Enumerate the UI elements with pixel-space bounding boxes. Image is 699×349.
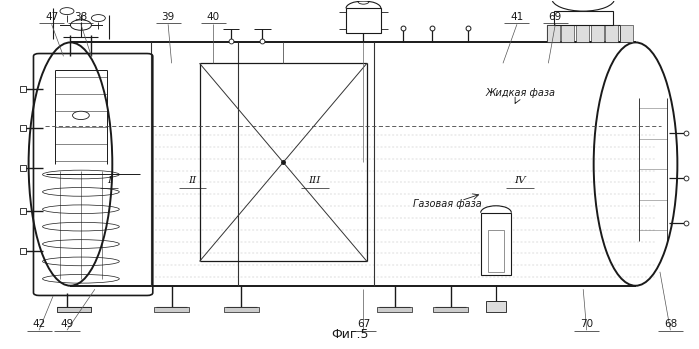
- Text: 40: 40: [207, 12, 220, 22]
- Bar: [620, 25, 633, 43]
- Text: Жидкая фаза: Жидкая фаза: [485, 88, 556, 98]
- Text: 47: 47: [45, 12, 58, 22]
- Text: Газовая фаза: Газовая фаза: [413, 199, 482, 209]
- Ellipse shape: [552, 0, 614, 11]
- Bar: [488, 230, 505, 272]
- Text: II: II: [189, 176, 196, 185]
- Text: IV: IV: [514, 176, 526, 185]
- Circle shape: [73, 111, 89, 120]
- Text: Фиг.5: Фиг.5: [331, 328, 368, 341]
- Text: 70: 70: [580, 319, 593, 329]
- FancyBboxPatch shape: [32, 53, 154, 296]
- Text: III: III: [308, 176, 321, 185]
- Bar: [605, 25, 619, 43]
- Bar: [547, 25, 560, 43]
- Text: 38: 38: [74, 12, 87, 22]
- Bar: [554, 11, 613, 25]
- Bar: [576, 25, 589, 43]
- Text: 41: 41: [510, 12, 524, 22]
- Bar: [57, 306, 92, 312]
- Text: 39: 39: [161, 12, 175, 22]
- Text: 67: 67: [356, 319, 370, 329]
- Bar: [433, 306, 468, 312]
- Text: 69: 69: [549, 12, 562, 22]
- Text: 49: 49: [60, 319, 73, 329]
- Bar: [377, 306, 412, 312]
- Bar: [224, 306, 259, 312]
- Bar: [154, 306, 189, 312]
- Bar: [481, 213, 512, 275]
- Bar: [346, 8, 381, 33]
- Text: I: I: [107, 176, 111, 185]
- Bar: [486, 302, 507, 312]
- Text: 68: 68: [664, 319, 677, 329]
- Bar: [591, 25, 604, 43]
- Bar: [561, 25, 575, 43]
- Text: 42: 42: [32, 319, 45, 329]
- Polygon shape: [41, 43, 665, 286]
